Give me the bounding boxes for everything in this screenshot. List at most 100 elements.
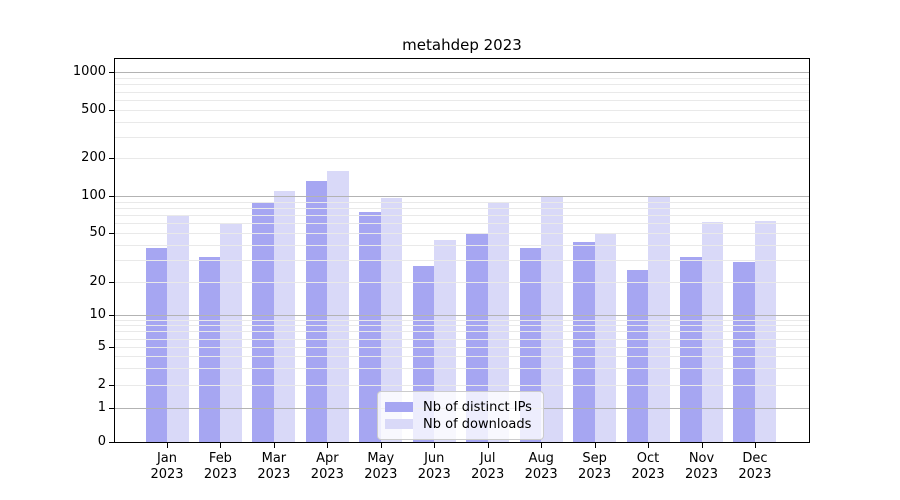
x-tick <box>220 443 222 448</box>
bar-ips-apr <box>305 181 328 442</box>
y-tick-label: 100 <box>81 188 106 203</box>
bar-downloads-oct <box>648 196 670 442</box>
x-tick <box>167 443 168 448</box>
y-tick-label: 10 <box>89 307 106 322</box>
x-tick <box>327 443 329 448</box>
x-tick-label: Sep 2023 <box>578 451 612 482</box>
y-tick <box>109 158 114 159</box>
plot-area: Nb of distinct IPs Nb of downloads 1000 5… <box>73 58 810 482</box>
bar-downloads-mar <box>273 190 296 442</box>
x-tick-label: Nov 2023 <box>684 451 719 482</box>
gridline-minor <box>115 347 809 348</box>
x-tick <box>380 443 382 448</box>
x-tick <box>648 443 650 448</box>
bar-downloads-aug <box>541 196 563 442</box>
y-tick <box>109 196 114 197</box>
gridline-minor <box>115 356 809 358</box>
chart-title: metahdep 2023 <box>402 36 522 54</box>
y-tick <box>109 72 114 73</box>
y-tick-label: 2 <box>97 377 106 392</box>
gridline-minor <box>115 207 809 209</box>
y-tick-label: 500 <box>81 102 106 117</box>
legend-entry-distinct-ips: Nb of distinct IPs <box>385 399 532 415</box>
bar-ips-may <box>359 212 381 442</box>
x-tick <box>701 443 703 448</box>
gridline-minor <box>115 260 809 262</box>
bar-ips-sep <box>573 242 595 442</box>
legend-entry-downloads: Nb of downloads <box>385 416 532 432</box>
axis-spine-top <box>114 58 810 59</box>
gridline-minor <box>115 385 809 386</box>
gridline-minor <box>115 325 809 327</box>
x-tick-label: Jul 2023 <box>471 451 505 482</box>
axis-spine-bottom <box>114 442 810 443</box>
x-tick <box>273 443 275 448</box>
x-tick-label: Mar 2023 <box>257 451 291 482</box>
x-tick-label: Aug 2023 <box>524 451 558 482</box>
bar-ips-jan <box>145 247 167 442</box>
gridline-minor <box>115 136 809 138</box>
y-tick-label: 20 <box>89 274 106 289</box>
bar-ips-dec <box>733 262 755 442</box>
x-tick-label: Apr 2023 <box>310 451 344 482</box>
x-tick-label: Feb 2023 <box>203 451 237 482</box>
legend-label-downloads: Nb of downloads <box>423 416 532 432</box>
gridline-minor <box>115 201 809 203</box>
gridline-minor <box>115 215 809 217</box>
gridline-minor <box>115 121 809 123</box>
gridline-minor <box>115 233 809 234</box>
x-tick <box>754 443 756 448</box>
x-tick-label: Jan 2023 <box>150 451 184 482</box>
y-tick-label: 200 <box>81 150 106 165</box>
x-tick <box>487 443 489 448</box>
gridline-minor <box>115 244 809 246</box>
legend-swatch-downloads <box>385 419 413 429</box>
x-tick-label: May 2023 <box>364 451 398 482</box>
gridline-minor <box>115 223 809 225</box>
gridline-minor <box>115 158 809 159</box>
y-tick <box>109 233 114 234</box>
gridline-minor <box>115 110 809 111</box>
bar-ips-mar <box>252 202 274 442</box>
gridline-minor <box>115 91 809 93</box>
bar-downloads-sep <box>594 233 617 442</box>
legend: Nb of distinct IPs Nb of downloads <box>377 391 544 440</box>
gridline-major <box>115 72 809 73</box>
bar-ips-nov <box>680 256 702 442</box>
bar-downloads-jul <box>487 201 510 442</box>
legend-swatch-distinct-ips <box>385 402 413 412</box>
gridline-major <box>115 196 809 197</box>
y-tick-label: 1 <box>97 400 106 415</box>
bar-downloads-feb <box>220 223 242 442</box>
y-tick <box>109 442 114 443</box>
y-tick <box>109 408 114 409</box>
y-tick <box>109 347 114 348</box>
x-tick-label: Dec 2023 <box>738 451 772 482</box>
x-tick-label: Oct 2023 <box>631 451 665 482</box>
x-tick <box>594 443 596 448</box>
y-tick-label: 1000 <box>72 64 106 79</box>
gridline-minor <box>115 100 809 101</box>
gridline-minor <box>115 319 809 321</box>
gridline-minor <box>115 77 809 79</box>
bar-ips-oct <box>626 270 649 442</box>
x-tick <box>434 443 436 448</box>
x-tick <box>541 443 543 448</box>
gridline-minor <box>115 282 809 283</box>
gridline-minor <box>115 338 809 340</box>
axis-spine-right <box>809 58 810 443</box>
gridline-major <box>115 315 809 316</box>
bar-ips-feb <box>198 256 221 442</box>
x-tick-label: Jun 2023 <box>417 451 451 482</box>
axis-spine-left <box>114 58 115 443</box>
y-tick <box>109 282 114 283</box>
gridline-minor <box>115 84 809 86</box>
y-tick <box>109 110 114 111</box>
y-tick <box>109 315 114 316</box>
legend-label-distinct-ips: Nb of distinct IPs <box>423 399 532 415</box>
y-tick-label: 50 <box>89 225 106 240</box>
gridline-minor <box>115 368 809 370</box>
bar-downloads-dec <box>754 220 777 442</box>
gridline-minor <box>115 331 809 333</box>
